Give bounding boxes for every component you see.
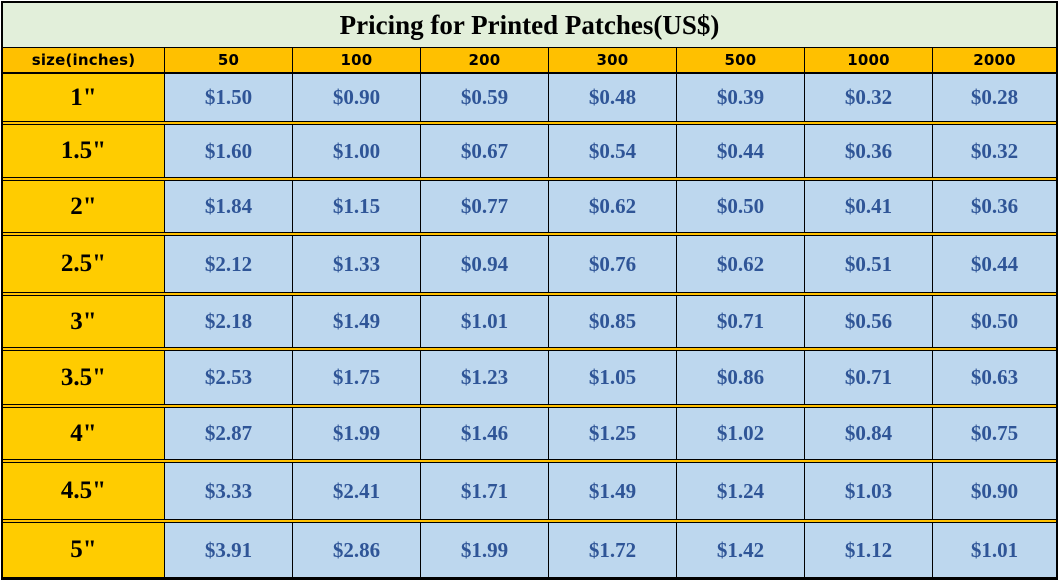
price-cell: $1.23 <box>421 351 549 404</box>
price-cell: $0.75 <box>933 408 1056 459</box>
price-cell: $1.99 <box>293 408 421 459</box>
price-cell: $0.36 <box>805 125 933 177</box>
price-cell: $1.50 <box>165 74 293 121</box>
header-qty-1000: 1000 <box>805 48 933 72</box>
table-row: 5" $3.91 $2.86 $1.99 $1.72 $1.42 $1.12 $1.01 <box>3 522 1056 578</box>
price-cell: $0.94 <box>421 236 549 292</box>
header-qty-100: 100 <box>293 48 421 72</box>
price-cell: $0.32 <box>805 74 933 121</box>
price-cell: $0.50 <box>933 296 1056 347</box>
table-row: 1.5" $1.60 $1.00 $0.67 $0.54 $0.44 $0.36 $0.32 <box>3 124 1056 178</box>
price-cell: $0.32 <box>933 125 1056 177</box>
price-cell: $3.33 <box>165 463 293 519</box>
price-cell: $0.44 <box>933 236 1056 292</box>
price-cell: $0.54 <box>549 125 677 177</box>
price-cell: $1.49 <box>549 463 677 519</box>
price-cell: $2.18 <box>165 296 293 347</box>
price-cell: $0.67 <box>421 125 549 177</box>
price-cell: $1.42 <box>677 523 805 577</box>
price-cell: $1.00 <box>293 125 421 177</box>
price-cell: $0.71 <box>677 296 805 347</box>
price-cell: $0.90 <box>933 463 1056 519</box>
price-cell: $1.02 <box>677 408 805 459</box>
price-cell: $1.71 <box>421 463 549 519</box>
price-cell: $1.75 <box>293 351 421 404</box>
price-cell: $1.01 <box>421 296 549 347</box>
table-row: 2.5" $2.12 $1.33 $0.94 $0.76 $0.62 $0.51 $0.44 <box>3 235 1056 293</box>
price-cell: $0.77 <box>421 181 549 232</box>
price-cell: $0.41 <box>805 181 933 232</box>
price-cell: $3.91 <box>165 523 293 577</box>
size-cell: 2" <box>3 181 165 232</box>
price-cell: $1.12 <box>805 523 933 577</box>
price-cell: $0.39 <box>677 74 805 121</box>
price-cell: $1.24 <box>677 463 805 519</box>
size-cell: 4.5" <box>3 463 165 519</box>
price-cell: $0.85 <box>549 296 677 347</box>
table-row: 3" $2.18 $1.49 $1.01 $0.85 $0.71 $0.56 $0.50 <box>3 295 1056 348</box>
size-cell: 2.5" <box>3 236 165 292</box>
size-cell: 1.5" <box>3 125 165 177</box>
header-qty-500: 500 <box>677 48 805 72</box>
header-qty-300: 300 <box>549 48 677 72</box>
header-qty-50: 50 <box>165 48 293 72</box>
price-cell: $0.51 <box>805 236 933 292</box>
size-cell: 4" <box>3 408 165 459</box>
price-cell: $1.49 <box>293 296 421 347</box>
price-cell: $0.76 <box>549 236 677 292</box>
price-cell: $1.60 <box>165 125 293 177</box>
price-cell: $2.12 <box>165 236 293 292</box>
price-cell: $0.62 <box>677 236 805 292</box>
price-cell: $0.71 <box>805 351 933 404</box>
price-cell: $0.59 <box>421 74 549 121</box>
table-row: 2" $1.84 $1.15 $0.77 $0.62 $0.50 $0.41 $0.36 <box>3 180 1056 233</box>
price-cell: $1.46 <box>421 408 549 459</box>
price-cell: $0.36 <box>933 181 1056 232</box>
table-row: 4.5" $3.33 $2.41 $1.71 $1.49 $1.24 $1.03 $0.90 <box>3 462 1056 520</box>
table-row: 1" $1.50 $0.90 $0.59 $0.48 $0.39 $0.32 $0.28 <box>3 73 1056 122</box>
header-qty-2000: 2000 <box>973 51 1016 69</box>
price-cell: $0.86 <box>677 351 805 404</box>
price-cell: $0.48 <box>549 74 677 121</box>
price-cell: $2.53 <box>165 351 293 404</box>
size-cell: 3" <box>3 296 165 347</box>
size-cell: 1" <box>3 74 165 121</box>
table-title: Pricing for Printed Patches(US$) <box>3 3 1056 48</box>
price-cell: $1.25 <box>549 408 677 459</box>
price-cell: $0.90 <box>293 74 421 121</box>
price-cell: $2.41 <box>293 463 421 519</box>
price-cell: $1.03 <box>805 463 933 519</box>
size-cell: 3.5" <box>3 351 165 404</box>
price-cell: $0.56 <box>805 296 933 347</box>
price-cell: $1.99 <box>421 523 549 577</box>
table-row: 3.5" $2.53 $1.75 $1.23 $1.05 $0.86 $0.71 $0.63 <box>3 350 1056 405</box>
price-cell: $1.15 <box>293 181 421 232</box>
header-size-label: size(inches) <box>3 48 165 72</box>
price-cell: $1.05 <box>549 351 677 404</box>
price-cell: $2.87 <box>165 408 293 459</box>
price-cell: $0.44 <box>677 125 805 177</box>
price-cell: $0.28 <box>933 74 1056 121</box>
price-cell: $0.84 <box>805 408 933 459</box>
price-cell: $1.01 <box>933 523 1056 577</box>
size-cell: 5" <box>3 523 165 577</box>
table-row: 4" $2.87 $1.99 $1.46 $1.25 $1.02 $0.84 $0.75 <box>3 407 1056 460</box>
price-cell: $2.86 <box>293 523 421 577</box>
header-qty-200: 200 <box>421 48 549 72</box>
price-cell: $0.63 <box>933 351 1056 404</box>
price-cell: $0.62 <box>549 181 677 232</box>
price-cell: $1.33 <box>293 236 421 292</box>
price-cell: $0.50 <box>677 181 805 232</box>
price-cell: $1.84 <box>165 181 293 232</box>
header-row: size(inches) 50 100 200 300 500 1000 200… <box>3 48 1056 73</box>
price-cell: $1.72 <box>549 523 677 577</box>
